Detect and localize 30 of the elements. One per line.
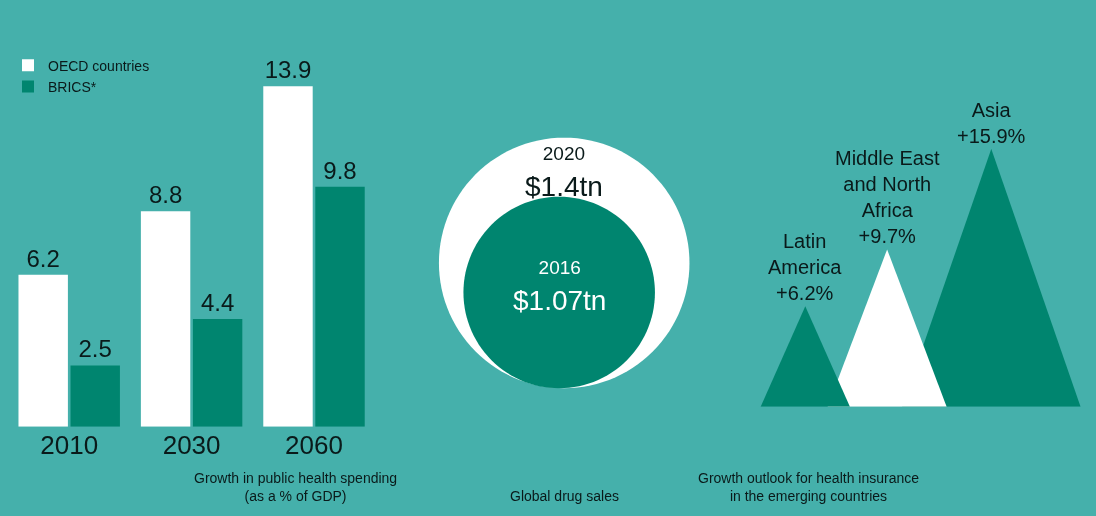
data-label: +6.2%	[776, 282, 834, 304]
bar	[70, 365, 120, 427]
data-label: 6.2	[26, 244, 60, 272]
category-label: Latin America	[768, 230, 843, 278]
x-tick-label: 2010	[40, 429, 99, 460]
text: Growth in public health spending (as a % of GDP)	[194, 470, 398, 505]
data-label: +9.7%	[858, 225, 917, 247]
bar	[18, 274, 68, 427]
data-label: 9.8	[323, 156, 357, 184]
data-label: 8.8	[148, 181, 183, 209]
category-label: Middle East and North Africa	[835, 147, 940, 221]
text: Growth outlook for health insurance in the emerging countries	[698, 470, 920, 505]
category-label: 2020	[542, 143, 586, 164]
data-label: $1.07tn	[513, 285, 607, 317]
legend-label: OECD countries	[48, 57, 150, 74]
x-tick-label: 2060	[285, 429, 343, 460]
bar	[263, 86, 313, 427]
data-label: 2.5	[78, 335, 112, 363]
data-label: 4.4	[200, 288, 235, 316]
data-label: 13.9	[264, 56, 312, 84]
data-label: +15.9%	[957, 125, 1026, 147]
legend-label: BRICS*	[48, 78, 97, 95]
category-label: 2016	[538, 257, 581, 278]
bar	[140, 211, 191, 427]
text: Global drug sales	[510, 488, 619, 504]
category-label: Asia	[971, 99, 1012, 121]
bar	[192, 318, 243, 427]
data-label: $1.4tn	[525, 171, 603, 203]
bar	[315, 186, 365, 427]
x-tick-label: 2030	[162, 429, 221, 460]
